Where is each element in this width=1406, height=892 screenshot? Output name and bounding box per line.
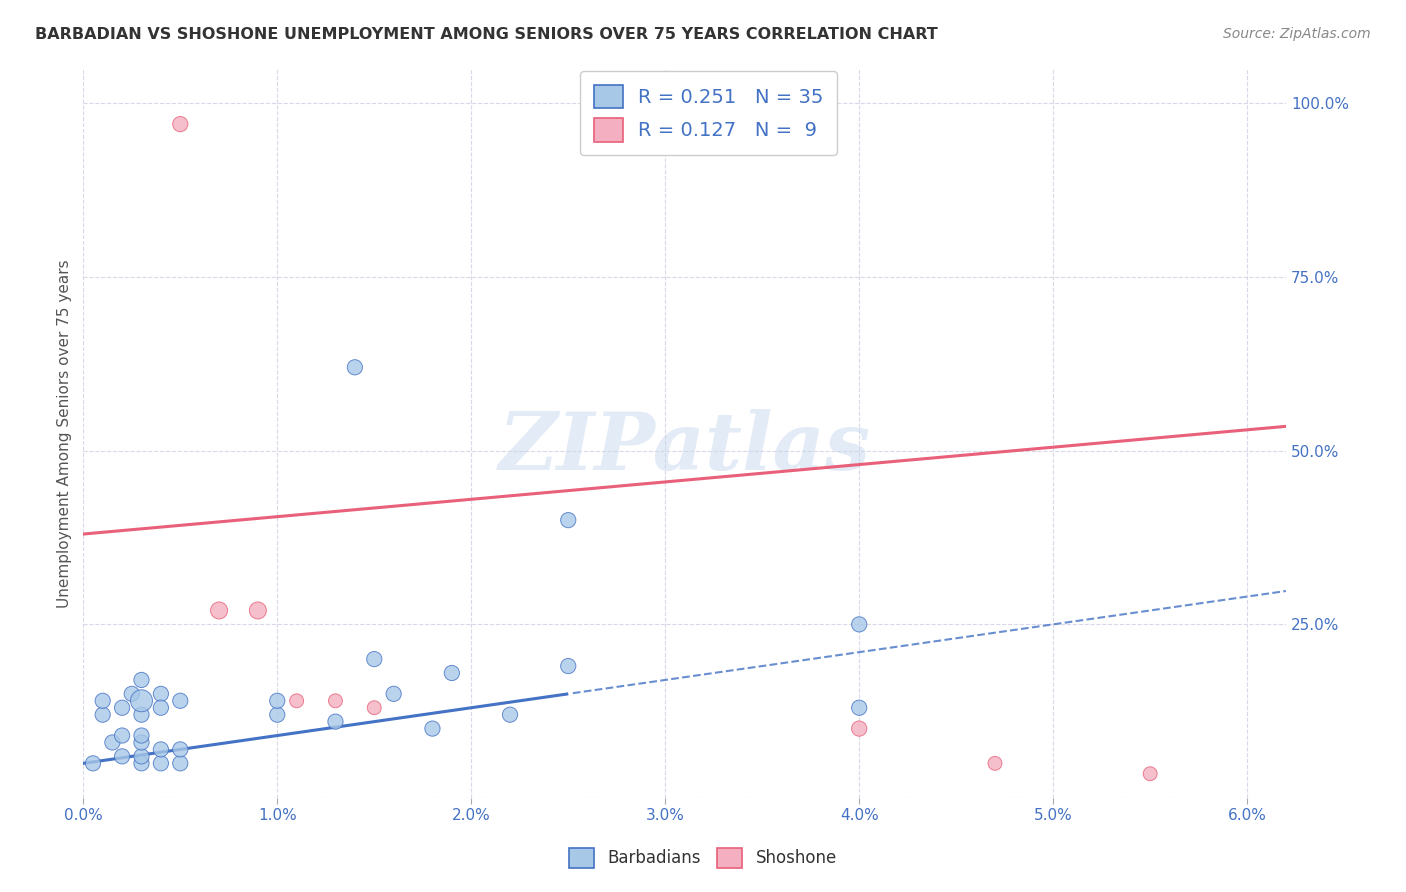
Point xyxy=(984,756,1007,771)
Point xyxy=(111,749,134,764)
Point xyxy=(440,665,463,680)
Text: BARBADIAN VS SHOSHONE UNEMPLOYMENT AMONG SENIORS OVER 75 YEARS CORRELATION CHART: BARBADIAN VS SHOSHONE UNEMPLOYMENT AMONG… xyxy=(35,27,938,42)
Point xyxy=(131,707,153,722)
Point xyxy=(1139,766,1161,780)
Point xyxy=(325,694,347,708)
Point xyxy=(422,722,444,736)
Legend: R = 0.251   N = 35, R = 0.127   N =  9: R = 0.251 N = 35, R = 0.127 N = 9 xyxy=(581,71,838,155)
Point xyxy=(169,742,191,756)
Point xyxy=(131,749,153,764)
Point xyxy=(557,659,579,673)
Point xyxy=(499,707,522,722)
Point xyxy=(382,687,405,701)
Y-axis label: Unemployment Among Seniors over 75 years: Unemployment Among Seniors over 75 years xyxy=(58,259,72,607)
Point xyxy=(848,722,870,736)
Point xyxy=(285,694,308,708)
Point xyxy=(266,707,288,722)
Point xyxy=(91,707,114,722)
Point xyxy=(149,700,172,714)
Point xyxy=(325,714,347,729)
Point xyxy=(149,687,172,701)
Point xyxy=(363,652,385,666)
Point xyxy=(363,700,385,714)
Point xyxy=(169,756,191,771)
Point xyxy=(131,756,153,771)
Point xyxy=(169,117,191,131)
Point xyxy=(82,756,104,771)
Legend: Barbadians, Shoshone: Barbadians, Shoshone xyxy=(562,841,844,875)
Point xyxy=(121,687,143,701)
Text: ZIPatlas: ZIPatlas xyxy=(499,409,870,487)
Point xyxy=(131,673,153,687)
Point xyxy=(101,735,124,749)
Point xyxy=(131,729,153,743)
Point xyxy=(848,617,870,632)
Text: Source: ZipAtlas.com: Source: ZipAtlas.com xyxy=(1223,27,1371,41)
Point xyxy=(343,360,366,375)
Point xyxy=(149,756,172,771)
Point xyxy=(557,513,579,527)
Point xyxy=(131,735,153,749)
Point xyxy=(169,694,191,708)
Point xyxy=(246,603,269,617)
Point xyxy=(111,729,134,743)
Point xyxy=(91,694,114,708)
Point xyxy=(131,694,153,708)
Point xyxy=(111,700,134,714)
Point xyxy=(149,742,172,756)
Point xyxy=(208,603,231,617)
Point xyxy=(848,700,870,714)
Point xyxy=(266,694,288,708)
